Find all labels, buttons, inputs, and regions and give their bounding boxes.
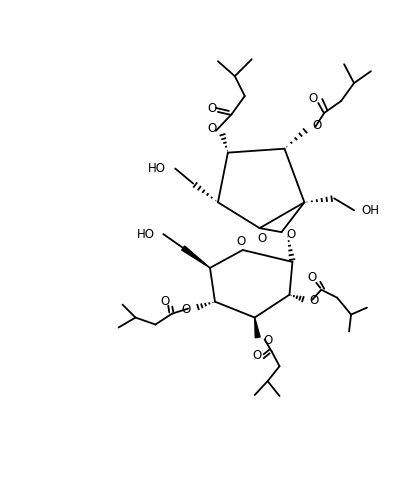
Text: O: O — [308, 272, 317, 284]
Text: O: O — [312, 120, 322, 132]
Text: O: O — [207, 122, 217, 136]
Text: O: O — [181, 303, 191, 316]
Text: O: O — [236, 234, 245, 248]
Text: O: O — [252, 349, 261, 362]
Polygon shape — [255, 318, 260, 338]
Text: HO: HO — [136, 228, 155, 240]
Text: O: O — [263, 334, 272, 347]
Text: O: O — [161, 295, 170, 308]
Polygon shape — [182, 246, 210, 268]
Text: HO: HO — [148, 162, 166, 175]
Text: OH: OH — [361, 204, 379, 217]
Text: O: O — [207, 102, 217, 116]
Text: O: O — [257, 232, 266, 244]
Text: O: O — [309, 92, 318, 104]
Text: O: O — [287, 228, 296, 240]
Text: O: O — [310, 294, 319, 307]
